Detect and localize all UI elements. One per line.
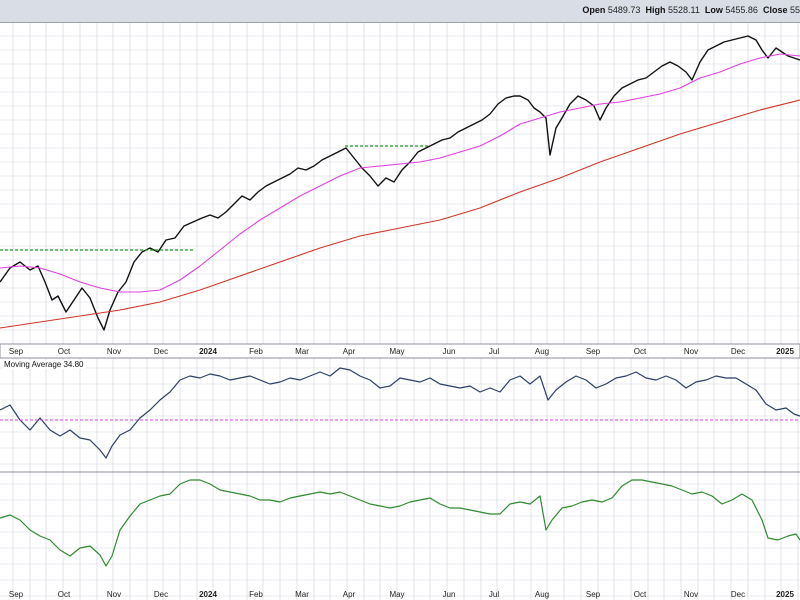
- x-tick-label: May: [389, 590, 404, 599]
- close-value: 55: [789, 5, 800, 15]
- high-value: 5528.11: [667, 5, 700, 15]
- x-tick-label: Nov: [684, 347, 698, 356]
- x-tick-label: Apr: [343, 590, 356, 599]
- x-tick-label: 2025: [776, 590, 794, 599]
- x-tick-label: Jul: [489, 347, 499, 356]
- low-label: Low: [704, 5, 723, 15]
- open-value: 5489.73: [607, 5, 641, 15]
- x-tick-label: Dec: [731, 347, 745, 356]
- x-tick-label: Sep: [586, 347, 601, 356]
- series-indicator: [0, 367, 800, 459]
- lower-panel-bg: [0, 472, 800, 600]
- x-tick-label: Sep: [586, 590, 601, 599]
- x-tick-label: Oct: [634, 590, 647, 599]
- series-layer: [0, 35, 800, 567]
- close-label: Close: [762, 5, 788, 15]
- x-tick-label: Jun: [443, 590, 456, 599]
- x-tick-label: 2024: [199, 590, 217, 599]
- x-tick-label: Nov: [107, 347, 121, 356]
- x-tick-label: Aug: [535, 590, 549, 599]
- indicator-label: Moving Average 34.80: [2, 360, 86, 369]
- x-tick-label: Sep: [9, 347, 24, 356]
- x-tick-label: Aug: [535, 347, 549, 356]
- low-value: 5455.86: [725, 5, 758, 15]
- main-panel-bg: [0, 22, 800, 344]
- x-tick-label: Oct: [58, 347, 71, 356]
- series-lower: [0, 479, 800, 567]
- x-tick-label: May: [389, 347, 404, 356]
- x-tick-label: Mar: [295, 347, 309, 356]
- x-tick-label: Oct: [634, 347, 647, 356]
- x-axis-ticks: Sep Sep Oct Oct Nov Nov Dec Dec 2024 2024 Feb Feb Ma…: [9, 347, 795, 599]
- x-tick-label: Nov: [684, 590, 698, 599]
- high-label: High: [645, 5, 666, 15]
- x-tick-label: Dec: [731, 590, 745, 599]
- x-tick-label: Apr: [343, 347, 356, 356]
- x-tick-label: Dec: [154, 590, 168, 599]
- ohlc-readout: Open 5489.73 High 5528.11 Low 5455.86 Cl…: [582, 5, 800, 15]
- indicator-panel-bg: [0, 358, 800, 472]
- x-tick-label: Nov: [107, 590, 121, 599]
- open-label: Open: [582, 5, 606, 15]
- x-tick-label: Oct: [58, 590, 71, 599]
- x-tick-label: Dec: [154, 347, 168, 356]
- axis-strip: [0, 343, 800, 359]
- x-tick-label: Jul: [489, 590, 499, 599]
- series-ma_short: [0, 53, 800, 293]
- x-tick-label: Feb: [249, 590, 263, 599]
- x-tick-label: Jun: [443, 347, 456, 356]
- price-info-bar: Open 5489.73 High 5528.11 Low 5455.86 Cl…: [0, 0, 800, 23]
- x-tick-label: Sep: [9, 590, 24, 599]
- x-tick-label: Feb: [249, 347, 263, 356]
- x-tick-label: 2024: [199, 347, 217, 356]
- series-price: [0, 35, 800, 331]
- series-ma_long: [0, 99, 800, 329]
- x-tick-label: Mar: [295, 590, 309, 599]
- x-tick-label: 2025: [776, 347, 794, 356]
